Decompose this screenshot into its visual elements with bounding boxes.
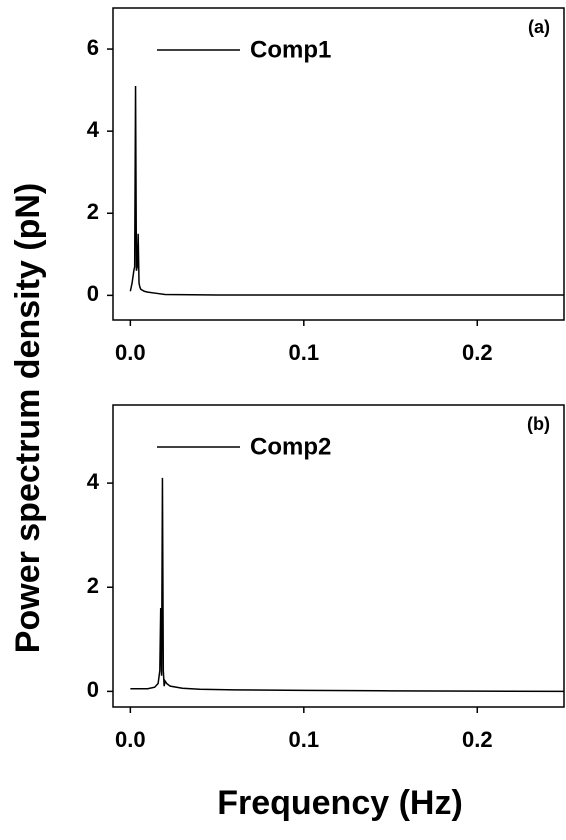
x-tick-label: 0.0 (115, 727, 146, 752)
plot-frame (112, 404, 565, 708)
legend-label: Comp1 (250, 36, 331, 63)
x-tick-label: 0.1 (289, 340, 320, 365)
x-tick-label: 0.2 (462, 727, 493, 752)
y-tick-label: 2 (87, 573, 99, 598)
data-line (130, 477, 565, 693)
x-tick-label: 0.1 (289, 727, 320, 752)
x-tick-label: 0.2 (462, 340, 493, 365)
y-tick-label: 0 (87, 281, 99, 306)
x-axis-label: Frequency (Hz) (217, 784, 463, 822)
plot-frame (112, 7, 565, 321)
y-tick-label: 4 (87, 469, 100, 494)
y-tick-label: 6 (87, 35, 99, 60)
y-tick-label: 0 (87, 677, 99, 702)
legend-label: Comp2 (250, 433, 331, 460)
x-tick-label: 0.0 (115, 340, 146, 365)
data-line (129, 85, 564, 296)
y-axis-label: Power spectrum density (pN) (9, 183, 47, 653)
y-tick-label: 4 (87, 117, 100, 142)
y-tick-label: 2 (87, 199, 99, 224)
panel-label: (a) (528, 17, 550, 37)
panel-label: (b) (527, 414, 550, 434)
